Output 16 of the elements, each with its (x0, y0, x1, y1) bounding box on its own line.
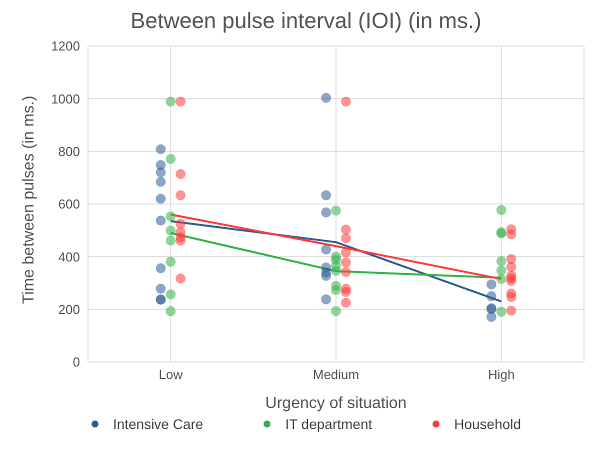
y-tick-label: 0 (72, 354, 80, 370)
y-tick-label: 1200 (51, 38, 80, 54)
y-tick-label: 600 (58, 196, 80, 212)
legend-label: Intensive Care (112, 416, 204, 432)
x-axis-title: Urgency of situation (265, 395, 407, 412)
y-tick-label: 1000 (51, 91, 80, 106)
y-tick-label: 200 (58, 302, 80, 317)
x-tick-label: Medium (312, 367, 360, 382)
x-tick-label: Low (158, 367, 184, 382)
chart-title: Between pulse interval (IOI) (in ms.) (130, 8, 482, 34)
y-axis-title: Time between pulses (in ms.) (20, 96, 38, 304)
legend-label: IT department (284, 416, 372, 432)
y-tick-label: 800 (58, 144, 80, 159)
legend-label: Household (453, 416, 522, 432)
y-tick-label: 400 (58, 249, 80, 264)
x-tick-label: High (488, 367, 515, 382)
